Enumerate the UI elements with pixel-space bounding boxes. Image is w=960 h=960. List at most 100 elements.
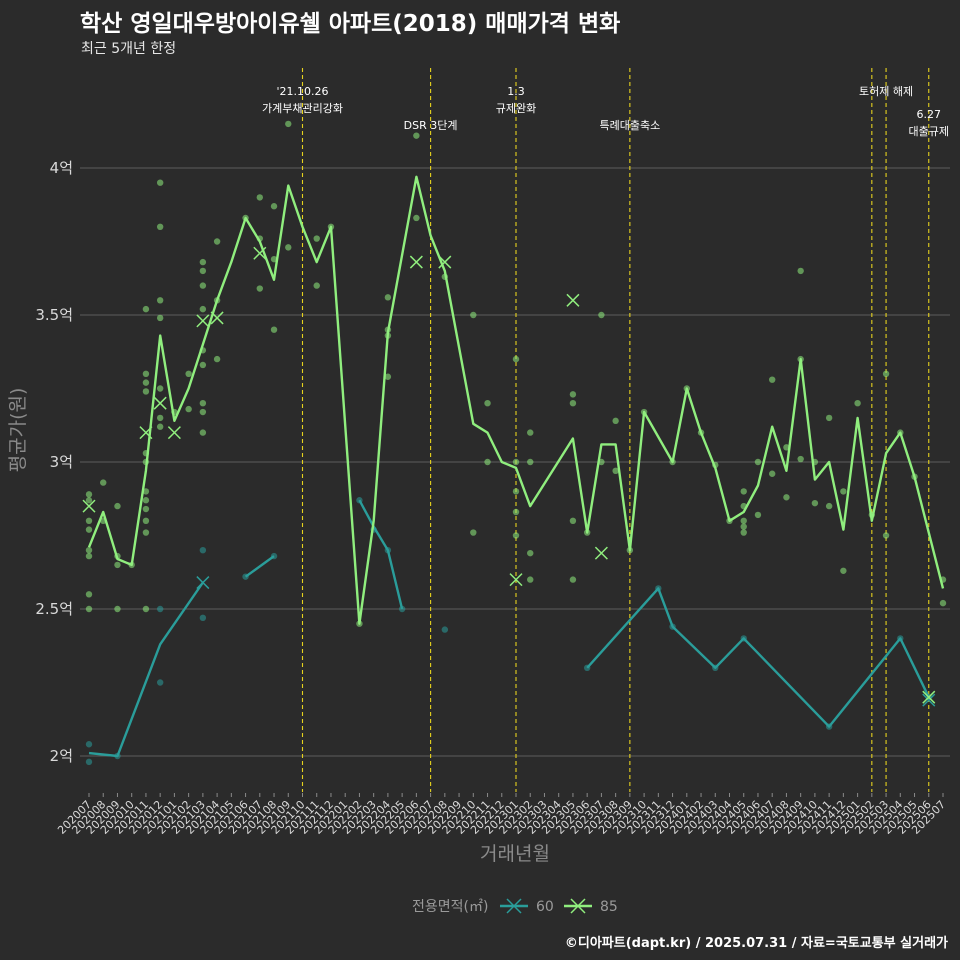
data-point [882,370,890,377]
data-point [569,391,577,398]
series-60 [85,497,936,766]
data-point [569,576,577,583]
y-tick-label: 4억 [50,159,73,177]
series-line-85 [87,175,945,625]
data-point [441,626,449,633]
data-point [256,285,263,292]
y-axis-label: 평균가(원) [7,388,29,473]
legend: 전용면적(㎡) 60 85 [412,898,618,915]
data-point [512,488,520,495]
y-tick-label: 3억 [50,453,73,471]
data-point [142,379,150,386]
chart-title: 학산 영일대우방아이유쉘 아파트(2018) 매매가격 변화 [80,11,621,37]
data-point [156,385,164,392]
cross-marker [82,499,96,513]
data-point [199,305,207,313]
data-point [85,758,93,766]
data-point [754,511,762,519]
data-point [527,429,534,436]
data-point [114,502,121,510]
event-label: 토허제 해제 [859,84,913,98]
data-point [754,458,762,466]
data-point [740,529,747,536]
data-point [598,311,605,319]
event-label: DSR 3단계 [404,119,458,132]
cross-marker [153,396,167,410]
data-point [156,679,164,686]
y-tick-label: 2.5억 [35,600,73,618]
data-point [142,488,150,495]
legend-item-85: 85 [564,898,618,915]
data-point [156,179,164,186]
legend-swatch-cross-85 [570,898,586,914]
data-point [939,599,947,607]
series-85 [82,120,947,704]
data-point [527,458,534,466]
data-point [484,458,491,466]
event-label: '21.10.26 [276,85,328,98]
legend-title: 전용면적(㎡) [412,899,488,915]
series-line-60 [244,555,275,578]
chart-subtitle: 최근 5개년 한정 [81,41,177,57]
data-point [740,517,747,524]
x-tick-layer: 2020072020082020092020102020112020122021… [55,793,948,837]
data-point [612,467,619,475]
cross-marker [594,546,608,560]
data-point [740,488,747,495]
data-point [413,132,420,139]
data-point [470,311,477,319]
data-point [882,532,890,539]
data-point [142,497,150,504]
source-credit: ©디아파트(dapt.kr) / 2025.07.31 / 자료=국토교통부 실… [564,936,948,951]
y-tick-label: 2억 [50,747,73,765]
data-point [569,517,577,524]
data-point [199,258,207,266]
data-point [85,591,93,598]
data-point [142,388,150,395]
cross-marker [409,255,423,269]
data-point [156,314,164,322]
data-point [156,414,164,422]
event-label: 1.3 [507,85,525,98]
data-point [270,255,278,263]
data-point [142,605,150,613]
data-point [85,526,93,533]
data-point [185,405,192,413]
legend-label-85: 85 [600,899,618,915]
event-label: 6.27 [917,108,942,121]
data-point [413,214,420,222]
data-point [156,223,164,230]
data-point [100,479,107,486]
data-point [384,294,392,301]
data-point [199,282,207,289]
series-layer [82,120,947,766]
data-point [854,400,861,407]
data-point [199,547,207,554]
data-point [156,297,164,304]
cross-marker [167,426,181,440]
data-point [256,194,263,201]
data-point [270,203,278,210]
data-point [213,238,221,245]
data-point [142,517,150,524]
data-point [156,605,164,613]
data-point [569,400,577,407]
series-line-60 [586,587,930,728]
series-line-60 [358,499,404,610]
data-point [384,373,392,380]
data-point [313,282,320,289]
data-point [285,244,292,251]
data-point [285,120,292,128]
data-point [85,605,93,613]
data-point [769,470,776,477]
data-point [840,488,847,495]
data-point [85,552,93,560]
data-point [470,529,477,536]
data-point [85,517,93,524]
data-point [512,458,520,466]
data-point [811,499,819,507]
data-point [199,361,207,369]
data-point [484,400,491,407]
data-point [199,429,207,436]
